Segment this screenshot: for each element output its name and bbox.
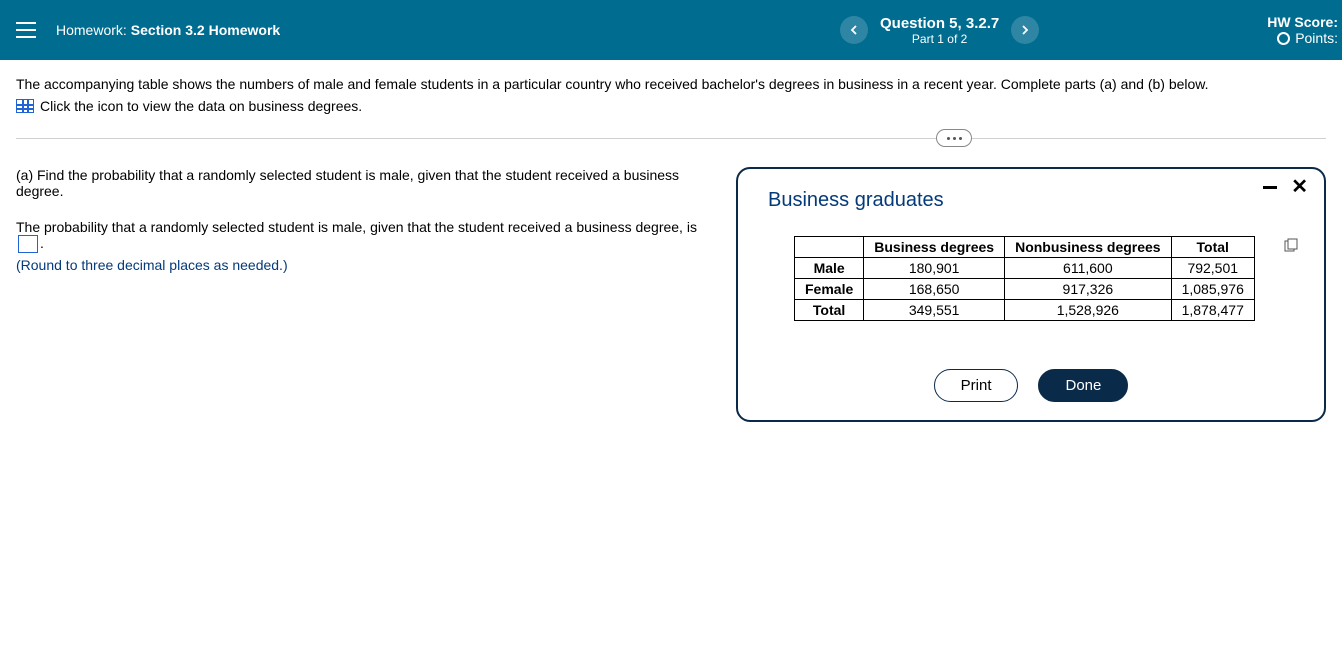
table-row: Male 180,901 611,600 792,501 (795, 258, 1255, 279)
app-header: Homework: Section 3.2 Homework Question … (0, 0, 1342, 60)
data-link-row: Click the icon to view the data on busin… (16, 98, 1326, 114)
question-part: Part 1 of 2 (880, 32, 999, 46)
question-column: (a) Find the probability that a randomly… (16, 167, 716, 422)
copy-table-icon[interactable] (1284, 238, 1298, 252)
col-nonbusiness: Nonbusiness degrees (1005, 237, 1172, 258)
business-degrees-table: Business degrees Nonbusiness degrees Tot… (794, 236, 1255, 321)
answer-input[interactable] (18, 235, 38, 253)
table-row: Total 349,551 1,528,926 1,878,477 (795, 300, 1255, 321)
data-popup: ✕ Business graduates Business degrees No… (736, 167, 1326, 422)
cell: 917,326 (1005, 279, 1172, 300)
score-panel: HW Score: Points: (1267, 14, 1342, 46)
question-title: Question 5, 3.2.7 (880, 15, 999, 32)
probability-sentence: The probability that a randomly selected… (16, 219, 716, 253)
row-female-label: Female (795, 279, 864, 300)
hw-score-label: HW Score: (1267, 14, 1338, 30)
cell: 168,650 (864, 279, 1005, 300)
content-area: The accompanying table shows the numbers… (0, 60, 1342, 422)
col-business: Business degrees (864, 237, 1005, 258)
next-question-button[interactable] (1011, 16, 1039, 44)
cell: 792,501 (1171, 258, 1254, 279)
round-hint: (Round to three decimal places as needed… (16, 257, 716, 273)
table-header-blank (795, 237, 864, 258)
row-total-label: Total (795, 300, 864, 321)
points-circle-icon (1277, 32, 1290, 45)
col-total: Total (1171, 237, 1254, 258)
menu-icon[interactable] (16, 22, 36, 38)
question-info: Question 5, 3.2.7 Part 1 of 2 (880, 15, 999, 46)
cell: 1,878,477 (1171, 300, 1254, 321)
cell: 349,551 (864, 300, 1005, 321)
print-button[interactable]: Print (934, 369, 1019, 402)
points-label: Points: (1295, 30, 1338, 46)
table-row: Female 168,650 917,326 1,085,976 (795, 279, 1255, 300)
prev-question-button[interactable] (840, 16, 868, 44)
data-link-text[interactable]: Click the icon to view the data on busin… (40, 98, 362, 114)
more-options-button[interactable] (936, 129, 972, 147)
homework-label: Homework: (56, 22, 127, 38)
popup-title: Business graduates (768, 189, 1304, 212)
minimize-icon[interactable] (1263, 186, 1277, 189)
part-a-prompt: (a) Find the probability that a randomly… (16, 167, 716, 199)
cell: 1,528,926 (1005, 300, 1172, 321)
table-icon[interactable] (16, 99, 34, 113)
close-icon[interactable]: ✕ (1291, 179, 1308, 195)
question-nav: Question 5, 3.2.7 Part 1 of 2 (840, 15, 1039, 46)
done-button[interactable]: Done (1038, 369, 1128, 402)
cell: 180,901 (864, 258, 1005, 279)
cell: 1,085,976 (1171, 279, 1254, 300)
prob-text-post: . (40, 235, 44, 251)
section-divider (16, 138, 1326, 139)
row-male-label: Male (795, 258, 864, 279)
intro-text: The accompanying table shows the numbers… (16, 76, 1326, 92)
prob-text-pre: The probability that a randomly selected… (16, 219, 697, 235)
homework-title: Section 3.2 Homework (131, 22, 280, 38)
cell: 611,600 (1005, 258, 1172, 279)
